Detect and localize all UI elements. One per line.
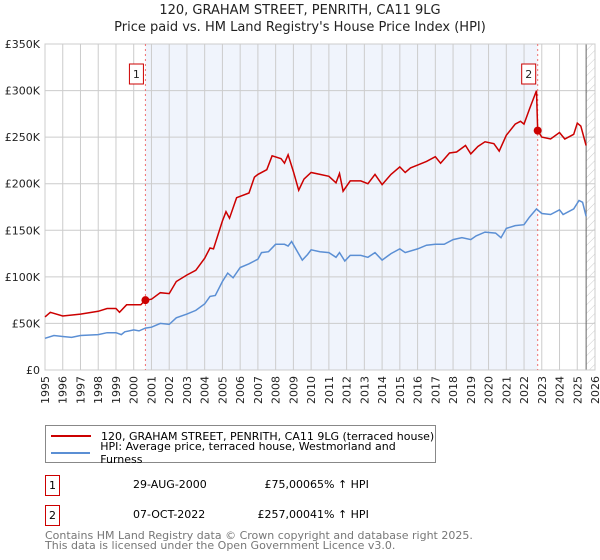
- property-price-line: [44, 90, 587, 318]
- transaction-price: £75,000: [264, 478, 311, 491]
- chart-title: 120, GRAHAM STREET, PENRITH, CA11 9LG: [159, 3, 441, 18]
- sale-point: [533, 126, 542, 135]
- legend-swatch-blue: [51, 452, 91, 454]
- x-tick-label: 2019: [465, 376, 478, 404]
- x-tick-label: 2013: [358, 376, 371, 404]
- shaded-ownership-period: [145, 44, 538, 370]
- x-tick-label: 2012: [341, 376, 354, 404]
- x-tick-label: 2002: [163, 376, 176, 404]
- footer-copyright: Contains HM Land Registry data © Crown c…: [45, 529, 473, 542]
- x-tick-label: 2021: [500, 376, 513, 404]
- x-tick-label: 1997: [74, 376, 87, 404]
- x-tick-label: 2004: [199, 376, 212, 404]
- legend-label: 120, GRAHAM STREET, PENRITH, CA11 9LG (t…: [101, 429, 435, 443]
- x-tick-label: 2015: [394, 376, 407, 404]
- x-tick-label: 2020: [483, 376, 496, 404]
- y-tick-label: £100K: [5, 271, 41, 284]
- transaction-row: 2 07-OCT-2022 £257,000 41% ↑ HPI: [45, 505, 445, 526]
- y-tick-label: £150K: [5, 224, 41, 237]
- transaction-date: 29-AUG-2000: [133, 478, 207, 491]
- x-tick-label: 2005: [216, 376, 229, 404]
- x-tick-label: 2018: [447, 376, 460, 404]
- x-tick-label: 2001: [145, 376, 158, 404]
- transaction-date: 07-OCT-2022: [133, 508, 206, 521]
- transaction-row: 1 29-AUG-2000 £75,000 65% ↑ HPI: [45, 475, 445, 496]
- legend-item-property: 120, GRAHAM STREET, PENRITH, CA11 9LG (t…: [51, 428, 434, 444]
- x-tick-label: 1995: [39, 376, 52, 404]
- legend-swatch-red: [51, 435, 91, 437]
- legend-item-hpi: HPI: Average price, terraced house, West…: [51, 440, 435, 466]
- x-tick-label: 2024: [554, 376, 567, 404]
- y-tick-label: £350K: [5, 38, 41, 51]
- legend-label: HPI: Average price, terraced house, West…: [100, 440, 396, 466]
- y-tick-label: £0: [26, 364, 40, 377]
- y-tick-label: £250K: [5, 131, 41, 144]
- x-tick-label: 2016: [412, 376, 425, 404]
- x-tick-label: 2025: [571, 376, 584, 404]
- x-tick-label: 2026: [589, 376, 600, 404]
- transaction-price: £257,000: [257, 508, 311, 521]
- x-tick-label: 2023: [536, 376, 549, 404]
- y-tick-label: £200K: [5, 178, 41, 191]
- footer-licence: This data is licensed under the Open Gov…: [45, 539, 396, 552]
- x-tick-label: 2003: [181, 376, 194, 404]
- annotation-box: [128, 63, 144, 85]
- y-tick-label: £300K: [5, 85, 41, 98]
- x-tick-label: 2006: [234, 376, 247, 404]
- annotation-box: [521, 63, 537, 85]
- sale-point: [141, 296, 150, 305]
- transaction-hpi: 41% ↑ HPI: [310, 508, 369, 521]
- x-tick-label: 1999: [110, 376, 123, 404]
- x-tick-label: 1996: [57, 376, 70, 404]
- annotation-label: 2: [525, 68, 532, 81]
- chart-subtitle: Price paid vs. HM Land Registry's House …: [114, 20, 486, 35]
- marker-badge: 1: [45, 475, 60, 496]
- marker-badge: 2: [45, 505, 60, 526]
- plot-border: [44, 43, 596, 371]
- legend: 120, GRAHAM STREET, PENRITH, CA11 9LG (t…: [45, 425, 436, 466]
- transaction-hpi: 65% ↑ HPI: [310, 478, 369, 491]
- x-tick-label: 2000: [128, 376, 141, 404]
- x-tick-label: 2008: [270, 376, 283, 404]
- x-tick-label: 2022: [518, 376, 531, 404]
- x-tick-label: 2009: [287, 376, 300, 404]
- x-tick-label: 2007: [252, 376, 265, 404]
- annotation-label: 1: [133, 68, 140, 81]
- hpi-line: [44, 199, 587, 340]
- x-tick-label: 2017: [429, 376, 442, 404]
- future-hatch-region: [586, 44, 595, 370]
- x-tick-label: 2011: [323, 376, 336, 404]
- x-tick-label: 2010: [305, 376, 318, 404]
- price-chart: 1995 1996 1997 1998 1999 2000 2001 2002 2003 2004…: [5, 38, 600, 404]
- x-tick-label: 1998: [92, 376, 105, 404]
- y-tick-label: £50K: [12, 317, 41, 330]
- x-tick-label: 2014: [376, 376, 389, 404]
